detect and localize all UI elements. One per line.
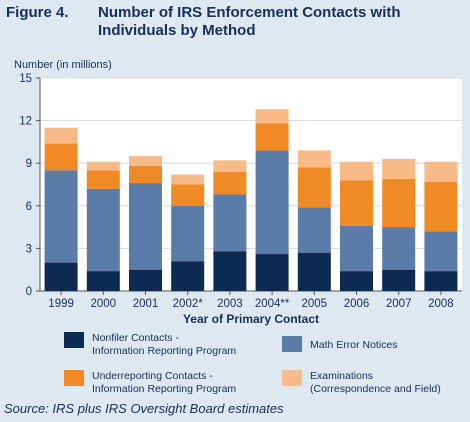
figure-label: Figure 4.: [6, 4, 69, 21]
x-tick-label: 2006: [344, 298, 370, 310]
bar-segment-underreporting: [86, 170, 120, 189]
bar-segment-math-error: [382, 227, 416, 270]
y-tick-label: 12: [19, 116, 32, 128]
bar-segment-underreporting: [171, 184, 205, 206]
x-tick-label: 2004**: [255, 298, 290, 310]
x-tick-label: 2002*: [173, 298, 204, 310]
bar-segment-underreporting: [255, 123, 289, 151]
bar-segment-examinations: [297, 150, 331, 168]
bar-segment-nonfiler: [424, 271, 458, 291]
bar-segment-underreporting: [297, 167, 331, 208]
bar-segment-math-error: [44, 170, 78, 263]
bar-segment-underreporting: [129, 166, 162, 184]
x-axis-label: Year of Primary Contact: [183, 312, 319, 326]
bar-segment-underreporting: [213, 171, 247, 195]
bar-segment-nonfiler: [340, 271, 373, 291]
y-tick-label: 9: [26, 158, 32, 170]
bar-segment-examinations: [340, 161, 373, 181]
x-tick-label: 2008: [428, 298, 454, 310]
x-tick-label: 2000: [91, 298, 117, 310]
bar-segment-nonfiler: [86, 271, 120, 291]
y-tick-label: 3: [26, 243, 32, 255]
y-tick-label: 6: [26, 201, 32, 213]
bar-segment-nonfiler: [297, 252, 331, 291]
figure-title: Number of IRS Enforcement Contacts with …: [98, 4, 401, 39]
bar-segment-nonfiler: [44, 262, 78, 291]
bar-segment-underreporting: [340, 180, 373, 226]
bar-segment-math-error: [129, 183, 162, 270]
bar-segment-underreporting: [44, 143, 78, 171]
bar-segment-examinations: [424, 161, 458, 182]
bar-segment-underreporting: [424, 181, 458, 232]
x-tick-label: 2007: [386, 298, 412, 310]
x-tick-label: 2001: [133, 298, 159, 310]
bar-segment-math-error: [297, 207, 331, 253]
bar-segment-math-error: [424, 231, 458, 272]
source-note: Source: IRS plus IRS Oversight Board est…: [4, 401, 284, 416]
bar-segment-math-error: [340, 225, 373, 272]
bar-segment-math-error: [255, 150, 289, 255]
bar-segment-nonfiler: [255, 254, 289, 291]
bar-segment-examinations: [382, 158, 416, 179]
bar-segment-nonfiler: [171, 261, 205, 291]
figure-header: Figure 4. Number of IRS Enforcement Cont…: [6, 4, 464, 44]
x-tick-label: 1999: [48, 298, 74, 310]
bar-segment-math-error: [171, 205, 205, 262]
bar-segment-math-error: [213, 194, 247, 252]
bar-segment-examinations: [171, 174, 205, 185]
bar-segment-underreporting: [382, 178, 416, 228]
bar-segment-examinations: [129, 156, 162, 167]
x-tick-label: 2005: [302, 298, 328, 310]
bar-segment-nonfiler: [129, 269, 162, 291]
bar-segment-nonfiler: [382, 269, 416, 291]
bar-segment-examinations: [44, 127, 78, 144]
x-tick-label: 2003: [217, 298, 243, 310]
bar-segment-examinations: [213, 160, 247, 172]
y-tick-label: 0: [26, 286, 32, 298]
bar-segment-nonfiler: [213, 251, 247, 291]
y-tick-label: 15: [19, 73, 32, 85]
bar-segment-examinations: [86, 161, 120, 171]
bar-segment-examinations: [255, 109, 289, 124]
bar-segment-math-error: [86, 188, 120, 272]
y-axis-label: Number (in millions): [14, 59, 112, 71]
